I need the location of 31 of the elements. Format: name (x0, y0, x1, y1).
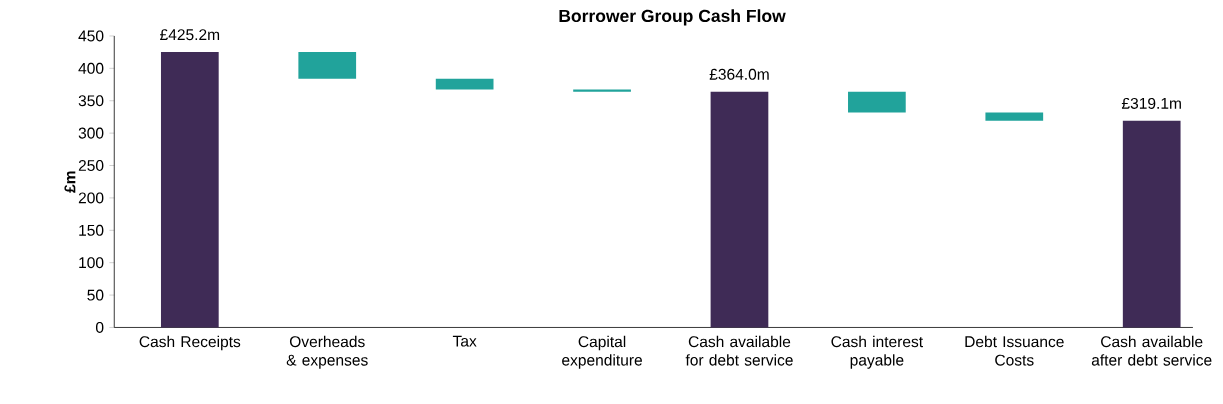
y-tick-label: 200 (78, 192, 104, 204)
data-label: £364.0m (709, 68, 769, 80)
bar (985, 112, 1044, 121)
x-tick-label: Cash Receipts (139, 335, 241, 351)
y-tick-label: 250 (78, 159, 104, 171)
x-tick-label: Cash available after debt service (1091, 335, 1212, 366)
y-tick-label: 50 (87, 289, 104, 301)
y-tick-label: 350 (78, 95, 104, 107)
y-tick-label: 0 (95, 321, 104, 333)
x-tick-label: Cash interest payable (831, 335, 923, 369)
x-tick-label: Cash available for debt service (685, 335, 793, 366)
bar (298, 51, 357, 79)
y-tick-label: 100 (79, 257, 104, 269)
x-tick-label: Tax (452, 335, 477, 347)
y-axis-title: £m (64, 171, 76, 193)
bar (160, 51, 219, 328)
y-tick-label: 450 (78, 30, 104, 42)
x-tick-label: Capital expenditure (562, 335, 642, 369)
y-tick-label: 300 (78, 127, 104, 139)
x-tick-label: Overheads & expenses (286, 335, 368, 369)
bar (710, 91, 769, 328)
y-tick-label: 400 (78, 62, 104, 74)
y-tick-label: 150 (79, 224, 104, 236)
bar (1122, 120, 1181, 328)
bar (435, 78, 494, 90)
data-label: £425.2m (160, 29, 220, 41)
chart-title: Borrower Group Cash Flow (559, 9, 786, 26)
bar (573, 89, 631, 92)
data-label: £319.1m (1121, 97, 1181, 109)
bar (848, 91, 906, 113)
x-tick-label: Debt Issuance Costs (965, 335, 1064, 366)
